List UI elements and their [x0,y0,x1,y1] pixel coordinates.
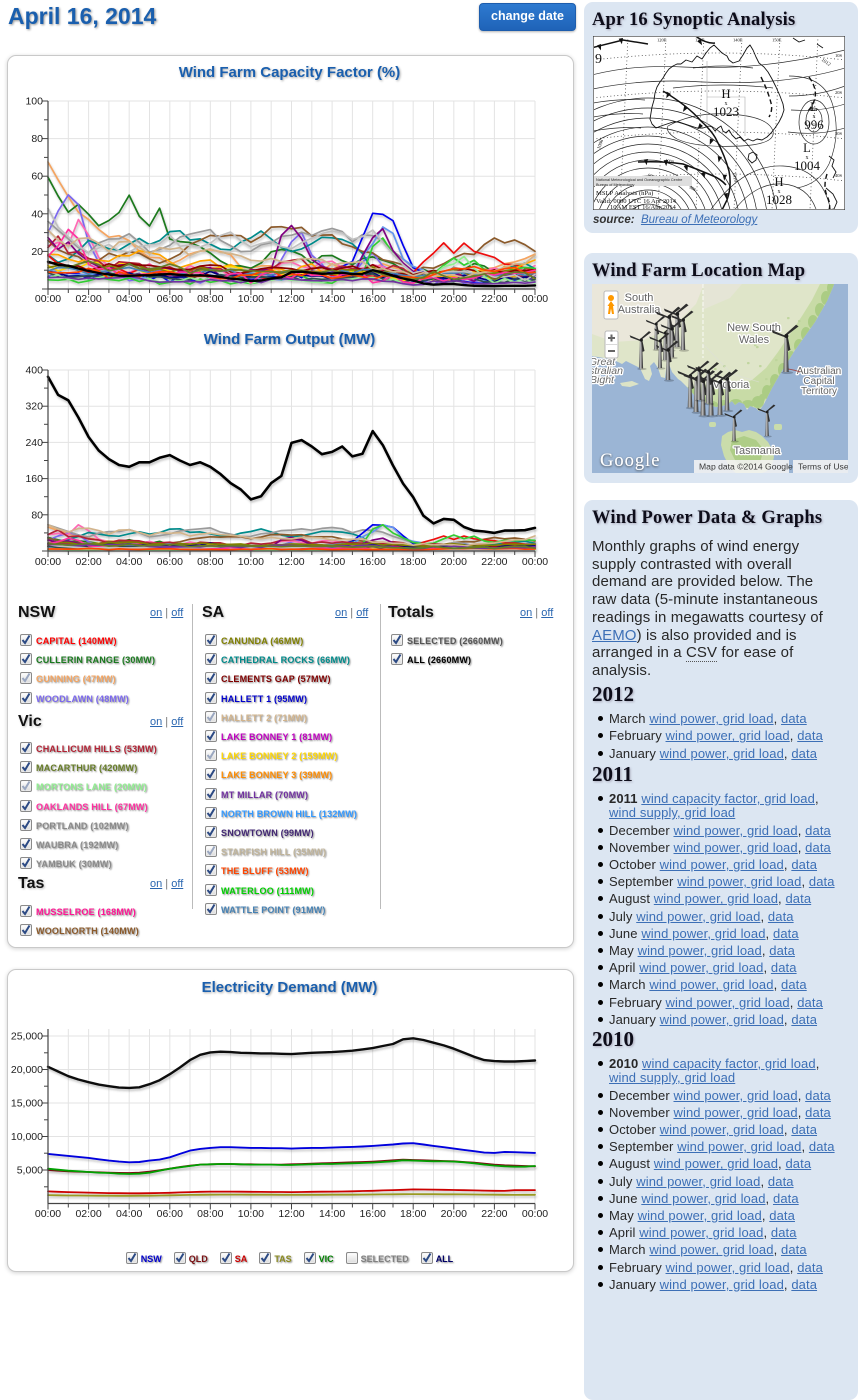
svg-text:22:00: 22:00 [481,556,507,568]
svg-text:20,000: 20,000 [11,1064,43,1076]
svg-text:04:00: 04:00 [116,556,142,568]
svg-text:Australia: Australia [618,304,662,316]
svg-text:16:00: 16:00 [360,1208,386,1220]
svg-text:80: 80 [31,509,43,521]
svg-text:1013: 1013 [731,172,738,183]
svg-text:100: 100 [25,96,43,108]
svg-text:06:00: 06:00 [157,293,183,305]
svg-text:14:00: 14:00 [319,1208,345,1220]
svg-text:12:00: 12:00 [278,1208,304,1220]
svg-text:National Meteorological and Oc: National Meteorological and Oceanographi… [596,178,682,182]
svg-text:988: 988 [688,184,697,192]
svg-text:00:00: 00:00 [522,1208,548,1220]
svg-text:x: x [806,155,809,161]
svg-text:Bight: Bight [592,374,615,386]
svg-text:12:00: 12:00 [278,556,304,568]
svg-text:1028: 1028 [766,192,792,207]
svg-text:08:00: 08:00 [197,556,223,568]
svg-text:120E: 120E [657,38,667,43]
svg-text:14:00: 14:00 [319,556,345,568]
svg-text:x: x [725,101,728,107]
svg-text:20:00: 20:00 [441,293,467,305]
svg-text:10AM EST 16/Apr/2014: 10AM EST 16/Apr/2014 [610,204,677,210]
svg-text:25,000: 25,000 [11,1031,43,1043]
svg-text:20: 20 [31,246,43,258]
svg-text:x: x [813,114,816,120]
svg-text:South: South [625,292,654,304]
svg-text:stralian: stralian [592,365,623,377]
svg-text:08:00: 08:00 [197,293,223,305]
svg-text:1008: 1008 [597,139,605,151]
svg-text:14:00: 14:00 [319,293,345,305]
svg-text:00:00: 00:00 [522,293,548,305]
svg-text:06:00: 06:00 [157,556,183,568]
svg-text:160: 160 [25,473,43,485]
svg-text:1004: 1004 [794,158,821,173]
svg-text:H: H [721,87,730,101]
svg-text:15,000: 15,000 [11,1098,43,1110]
svg-text:20:00: 20:00 [441,556,467,568]
svg-text:20S: 20S [835,90,843,95]
svg-text:320: 320 [25,401,43,413]
svg-text:10:00: 10:00 [238,1208,264,1220]
svg-text:08:00: 08:00 [197,1208,223,1220]
svg-text:18:00: 18:00 [400,556,426,568]
svg-text:Victoria: Victoria [713,379,750,391]
svg-text:L: L [803,141,811,155]
svg-text:Wales: Wales [739,334,770,346]
svg-text:Australian: Australian [797,366,841,377]
svg-text:06:00: 06:00 [157,1208,183,1220]
svg-text:Bureau of Meteorology: Bureau of Meteorology [596,183,635,187]
svg-text:02:00: 02:00 [75,1208,101,1220]
svg-text:10:00: 10:00 [238,293,264,305]
svg-text:02:00: 02:00 [75,293,101,305]
svg-text:04:00: 04:00 [116,1208,142,1220]
svg-text:1012: 1012 [820,58,831,68]
svg-text:240: 240 [25,437,43,449]
svg-text:MSLP Analysis (hPa): MSLP Analysis (hPa) [596,190,653,197]
svg-text:Terms of Use: Terms of Use [798,462,848,472]
svg-text:00:00: 00:00 [35,1208,61,1220]
svg-text:400: 400 [25,365,43,377]
svg-text:10,000: 10,000 [11,1131,43,1143]
svg-text:04:00: 04:00 [116,293,142,305]
svg-text:00:00: 00:00 [35,556,61,568]
svg-text:22:00: 22:00 [481,1208,507,1220]
svg-text:18:00: 18:00 [400,293,426,305]
svg-text:16:00: 16:00 [360,293,386,305]
svg-text:22:00: 22:00 [481,293,507,305]
svg-text:40: 40 [31,208,43,220]
svg-text:996: 996 [804,117,824,132]
svg-text:16:00: 16:00 [360,556,386,568]
svg-text:00:00: 00:00 [522,556,548,568]
svg-text:Tasmania: Tasmania [733,445,781,457]
svg-text:02:00: 02:00 [75,556,101,568]
svg-text:Google: Google [600,451,660,471]
svg-text:10S: 10S [835,53,843,58]
svg-text:1000: 1000 [665,158,676,165]
svg-text:140E: 140E [733,38,743,43]
svg-text:H: H [774,175,783,189]
svg-text:60: 60 [31,171,43,183]
svg-text:150E: 150E [772,38,782,43]
svg-text:40S: 40S [835,173,843,178]
svg-text:12:00: 12:00 [278,293,304,305]
svg-text:30S: 30S [835,131,843,136]
svg-text:Capital: Capital [803,376,834,387]
svg-text:Map data ©2014 Google: Map data ©2014 Google [699,462,793,472]
svg-text:L: L [810,100,818,114]
svg-text:20:00: 20:00 [441,1208,467,1220]
svg-text:Territory: Territory [801,386,837,397]
svg-text:New South: New South [727,322,781,334]
svg-text:9: 9 [595,52,602,67]
svg-text:Valid: 0000 UTC 16 Apr 2014: Valid: 0000 UTC 16 Apr 2014 [596,198,677,205]
svg-text:5,000: 5,000 [17,1165,43,1177]
svg-text:10:00: 10:00 [238,556,264,568]
svg-text:1023: 1023 [713,104,739,119]
svg-text:18:00: 18:00 [400,1208,426,1220]
svg-text:00:00: 00:00 [35,293,61,305]
svg-text:x: x [778,189,781,195]
svg-text:80: 80 [31,133,43,145]
